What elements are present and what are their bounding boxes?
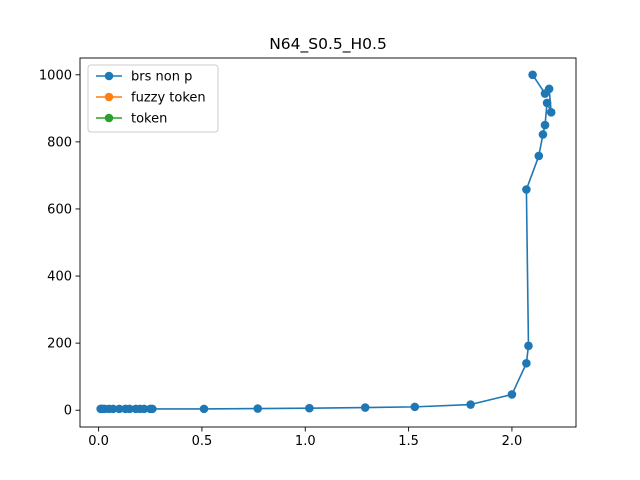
axes-frame [79,57,577,428]
data-point [125,404,134,414]
data-point [114,404,124,414]
data-point [524,341,533,351]
data-point [108,404,118,414]
plot-area [96,70,556,414]
axes: 0.0 0.5 1.0 1.5 2.0 0 200 400 600 800 1000 [39,57,577,449]
data-point [507,390,517,399]
data-point [540,89,550,98]
legend: brs non p fuzzy token token [87,64,219,133]
data-point [148,404,157,414]
data-point [466,400,475,409]
legend-label: fuzzy token [131,91,206,106]
legend-box [87,64,219,133]
x-tick-label: 2.0 [502,434,523,449]
x-tick-label: 1.0 [295,434,316,449]
data-point [253,404,263,413]
legend-label: token [131,112,167,127]
y-tick-label: 200 [47,337,72,352]
x-tick-label: 0.5 [192,434,213,449]
data-point [360,403,370,412]
data-point [534,151,544,161]
data-point [546,108,556,117]
data-point [538,130,548,139]
data-point [528,70,537,80]
data-point [540,120,550,130]
data-point [305,403,314,413]
data-point [542,98,552,108]
x-tick-label: 0.0 [88,434,109,449]
data-point [410,402,420,412]
y-tick-label: 1000 [39,68,72,83]
y-tick-label: 600 [47,202,72,217]
x-tick-label: 1.5 [398,434,419,449]
legend-marker [104,92,114,102]
legend-label: brs non p [131,70,192,85]
data-point [522,185,531,194]
y-tick-label: 800 [47,135,72,150]
data-point [522,358,531,368]
y-tick-label: 400 [47,270,72,285]
legend-marker [104,113,114,123]
data-point [139,404,149,414]
legend-marker [104,71,114,81]
y-tick-label: 0 [64,404,72,419]
chart-title: N64_S0.5_H0.5 [269,35,387,54]
data-point [199,404,209,414]
